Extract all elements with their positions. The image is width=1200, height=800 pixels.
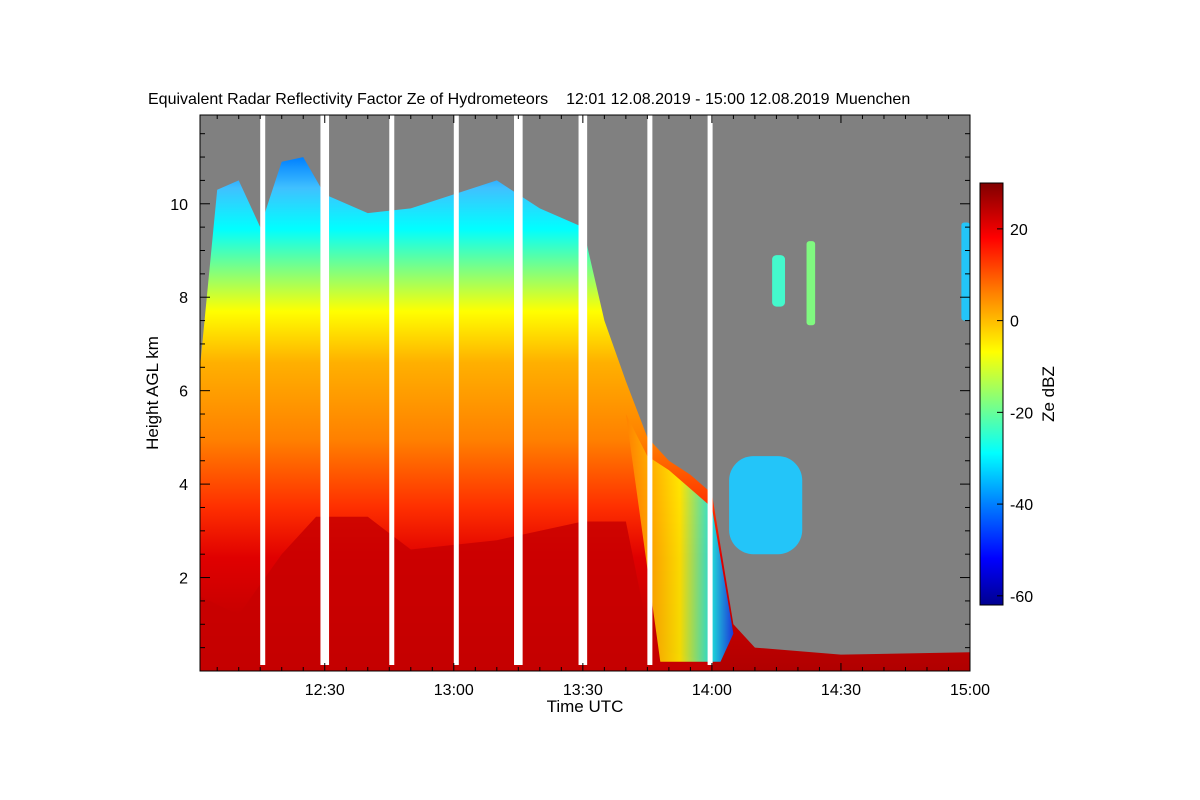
- cloud-patches: [729, 222, 970, 555]
- cloud-patch: [772, 255, 786, 307]
- data-gap: [514, 115, 523, 665]
- cloud-patch: [729, 456, 803, 555]
- data-gap: [320, 115, 330, 665]
- y-tick-label: 6: [179, 384, 188, 401]
- x-axis-title: Time UTC: [547, 697, 624, 716]
- data-gap: [260, 115, 266, 665]
- data-gap: [578, 115, 588, 665]
- colorbar-ticks: 20 0 -20 -40 -60: [997, 222, 1033, 606]
- chart-title: Equivalent Radar Reflectivity Factor Ze …: [148, 91, 910, 108]
- y-tick-label: 10: [170, 197, 188, 214]
- x-tick-label: 15:00: [950, 682, 990, 699]
- colorbar-title: Ze dBZ: [1039, 366, 1058, 422]
- x-axis: 12:30 13:00 13:30 14:00 14:30 15:00: [216, 115, 990, 699]
- colorbar-tick-label: 20: [1010, 222, 1028, 239]
- cloud-patch: [806, 241, 816, 326]
- colorbar-tick-label: 0: [1010, 314, 1019, 331]
- x-tick-label: 14:30: [821, 682, 861, 699]
- y-tick-label: 2: [179, 571, 188, 588]
- fallstreak-region: [625, 414, 734, 662]
- colorbar: [979, 182, 1004, 606]
- plot-area: [200, 115, 970, 671]
- colorbar-tick-label: -40: [1010, 497, 1033, 514]
- colorbar-tick-label: -20: [1010, 405, 1033, 422]
- y-axis: 2 4 6 8 10: [170, 133, 970, 649]
- y-tick-label: 8: [179, 290, 188, 307]
- x-tick-label: 14:00: [692, 682, 732, 699]
- y-tick-label: 4: [179, 477, 188, 494]
- colorbar-tick-label: -60: [1010, 589, 1033, 606]
- x-tick-label: 12:30: [305, 682, 345, 699]
- x-tick-label: 13:30: [563, 682, 603, 699]
- data-gaps: [260, 115, 713, 665]
- data-gap: [707, 115, 713, 665]
- data-gap: [647, 115, 653, 665]
- plot-frame: [199, 114, 971, 672]
- x-tick-label: 13:00: [434, 682, 474, 699]
- data-gap: [453, 115, 459, 665]
- data-gap: [389, 115, 395, 665]
- cloud-patch: [961, 222, 970, 321]
- y-axis-title: Height AGL km: [143, 336, 162, 450]
